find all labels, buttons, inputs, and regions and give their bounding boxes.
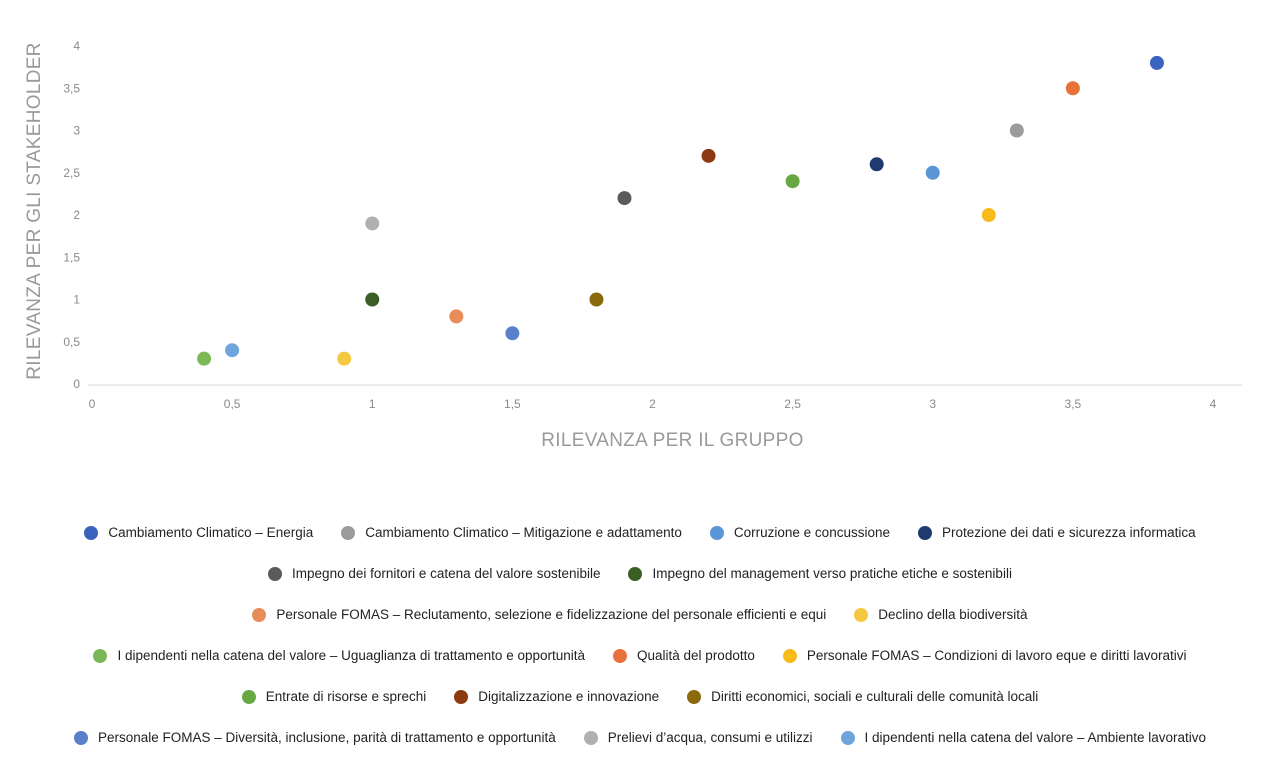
legend-label: Personale FOMAS – Diversità, inclusione,… [97, 730, 556, 745]
legend-row: I dipendenti nella catena del valore – U… [0, 635, 1280, 676]
data-point [981, 208, 996, 222]
x-tick-label: 1 [369, 397, 376, 411]
y-tick-label: 2 [73, 208, 80, 222]
y-axis-title: RILEVANZA PER GLI STAKEHOLDER [24, 42, 45, 379]
legend-row: Impegno dei fornitori e catena del valor… [0, 553, 1280, 594]
legend-label: Protezione dei dati e sicurezza informat… [941, 525, 1196, 540]
data-point [617, 191, 632, 206]
data-point [1009, 123, 1024, 138]
legend-label: Personale FOMAS – Reclutamento, selezion… [276, 607, 827, 622]
legend-label: Prelievi d’acqua, consumi e utilizzi [607, 730, 813, 745]
legend-marker [84, 525, 99, 540]
legend-marker [241, 689, 256, 704]
data-points [197, 55, 1164, 366]
legend-marker [854, 607, 869, 622]
data-point [785, 174, 800, 189]
legend-label: Entrate di risorse e sprechi [265, 689, 427, 704]
y-tick-label: 0,5 [63, 335, 80, 349]
y-tick-label: 2,5 [63, 166, 80, 180]
legend-marker [73, 730, 88, 745]
legend-marker [613, 648, 628, 663]
legend-label: Digitalizzazione e innovazione [478, 689, 660, 704]
data-point [869, 157, 884, 172]
data-point [701, 148, 716, 163]
x-tick-label: 4 [1210, 397, 1217, 411]
data-point [337, 351, 352, 366]
legend-label: I dipendenti nella catena del valore – U… [117, 648, 586, 663]
legend-item: Personale FOMAS – Reclutamento, selezion… [252, 607, 826, 622]
legend-item: Protezione dei dati e sicurezza informat… [917, 525, 1196, 540]
legend-marker [583, 730, 598, 745]
legend-row: Cambiamento Climatico – Energia Cambiamen… [0, 512, 1280, 553]
legend-item: I dipendenti nella catena del valore – U… [93, 648, 585, 663]
data-point [589, 292, 604, 307]
legend-item: Personale FOMAS – Diversità, inclusione,… [73, 730, 556, 745]
legend-item: Corruzione e concussione [709, 525, 890, 540]
legend-label: Cambiamento Climatico – Mitigazione e ad… [365, 525, 682, 540]
chart-legend: Cambiamento Climatico – Energia Cambiamen… [0, 512, 1280, 758]
legend-row: Personale FOMAS – Reclutamento, selezion… [0, 594, 1280, 635]
y-tick-label: 1 [73, 293, 80, 307]
x-axis-ticks: 0 0,5 1 1,5 2 2,5 3 3,5 4 [89, 397, 1217, 411]
legend-marker [687, 689, 702, 704]
legend-label: Declino della biodiversità [878, 607, 1028, 622]
y-tick-label: 3 [73, 124, 80, 138]
y-tick-label: 0 [73, 377, 80, 391]
legend-label: Corruzione e concussione [733, 525, 890, 540]
data-point [1149, 55, 1164, 70]
legend-label: Diritti economici, sociali e culturali d… [711, 689, 1039, 704]
y-tick-label: 4 [73, 39, 80, 53]
legend-marker [341, 525, 356, 540]
y-tick-label: 3,5 [63, 81, 80, 95]
legend-item: Impegno del management verso pratiche et… [628, 566, 1012, 581]
legend-marker [917, 525, 932, 540]
legend-item: Qualità del prodotto [613, 648, 755, 663]
data-point [505, 326, 520, 341]
legend-marker [840, 730, 855, 745]
data-point [449, 309, 464, 324]
legend-marker [709, 525, 724, 540]
legend-label: Qualità del prodotto [637, 648, 755, 663]
legend-item: Diritti economici, sociali e culturali d… [687, 689, 1038, 704]
x-tick-label: 0,5 [224, 397, 241, 411]
legend-item: Prelievi d’acqua, consumi e utilizzi [583, 730, 813, 745]
y-axis-ticks: 0 0,5 1 1,5 2 2,5 3 3,5 4 [63, 39, 80, 391]
scatter-plot: 0 0,5 1 1,5 2 2,5 3 3,5 4 0 0,5 1 1,5 2 2,5 3 3,5 4 RILE… [24, 39, 1242, 451]
legend-marker [93, 648, 108, 663]
legend-marker [782, 648, 797, 663]
legend-marker [252, 607, 267, 622]
legend-item: Digitalizzazione e innovazione [454, 689, 659, 704]
x-tick-label: 2,5 [784, 397, 801, 411]
legend-marker [628, 566, 643, 581]
x-tick-label: 0 [89, 397, 96, 411]
legend-item: Declino della biodiversità [854, 607, 1028, 622]
legend-item: Cambiamento Climatico – Energia [84, 525, 313, 540]
legend-label: Impegno del management verso pratiche et… [652, 566, 1012, 581]
legend-item: I dipendenti nella catena del valore – A… [840, 730, 1207, 745]
legend-label: Personale FOMAS – Condizioni di lavoro e… [806, 648, 1187, 663]
legend-row: Personale FOMAS – Diversità, inclusione,… [0, 717, 1280, 758]
data-point [225, 343, 240, 358]
x-tick-label: 2 [649, 397, 656, 411]
x-tick-label: 3,5 [1065, 397, 1082, 411]
legend-row: Entrate di risorse e sprechi Digitalizzaz… [0, 676, 1280, 717]
x-tick-label: 3 [929, 397, 936, 411]
data-point [197, 351, 212, 366]
legend-item: Entrate di risorse e sprechi [241, 689, 427, 704]
legend-item: Impegno dei fornitori e catena del valor… [268, 566, 600, 581]
y-tick-label: 1,5 [63, 250, 80, 264]
data-point [925, 165, 940, 180]
legend-item: Cambiamento Climatico – Mitigazione e ad… [341, 525, 682, 540]
x-axis-title: RILEVANZA PER IL GRUPPO [541, 430, 803, 451]
x-tick-label: 1,5 [504, 397, 521, 411]
data-point [365, 292, 380, 307]
legend-label: Cambiamento Climatico – Energia [108, 525, 314, 540]
legend-item: Personale FOMAS – Condizioni di lavoro e… [782, 648, 1187, 663]
data-point [365, 216, 380, 231]
legend-marker [268, 566, 283, 581]
legend-label: Impegno dei fornitori e catena del valor… [292, 566, 601, 581]
legend-marker [454, 689, 469, 704]
data-point [1065, 81, 1080, 96]
legend-label: I dipendenti nella catena del valore – A… [864, 730, 1207, 745]
